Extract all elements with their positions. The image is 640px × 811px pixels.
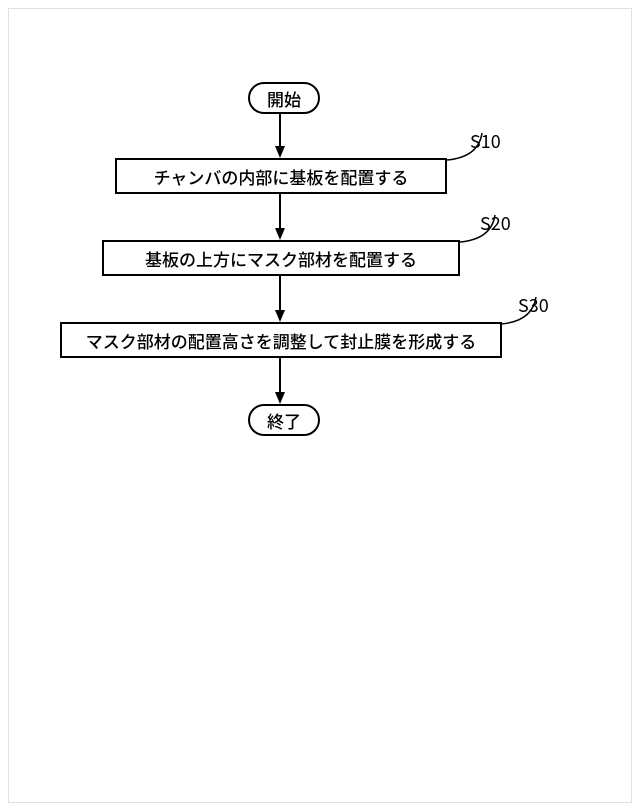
flow-step-s20: 基板の上方にマスク部材を配置する (102, 240, 460, 276)
flow-step-s10: チャンバの内部に基板を配置する (115, 158, 447, 194)
flow-step-s30: マスク部材の配置高さを調整して封止膜を形成する (60, 322, 502, 358)
flow-step-s10-label: S10 (470, 128, 501, 154)
flow-start: 開始 (248, 82, 320, 114)
flow-step-s30-label: S30 (518, 292, 549, 318)
page-border (8, 8, 632, 803)
flow-step-s20-label: S20 (480, 210, 511, 236)
page: 開始 チャンバの内部に基板を配置する S10 基板の上方にマスク部材を配置する … (0, 0, 640, 811)
flow-end: 終了 (248, 404, 320, 436)
